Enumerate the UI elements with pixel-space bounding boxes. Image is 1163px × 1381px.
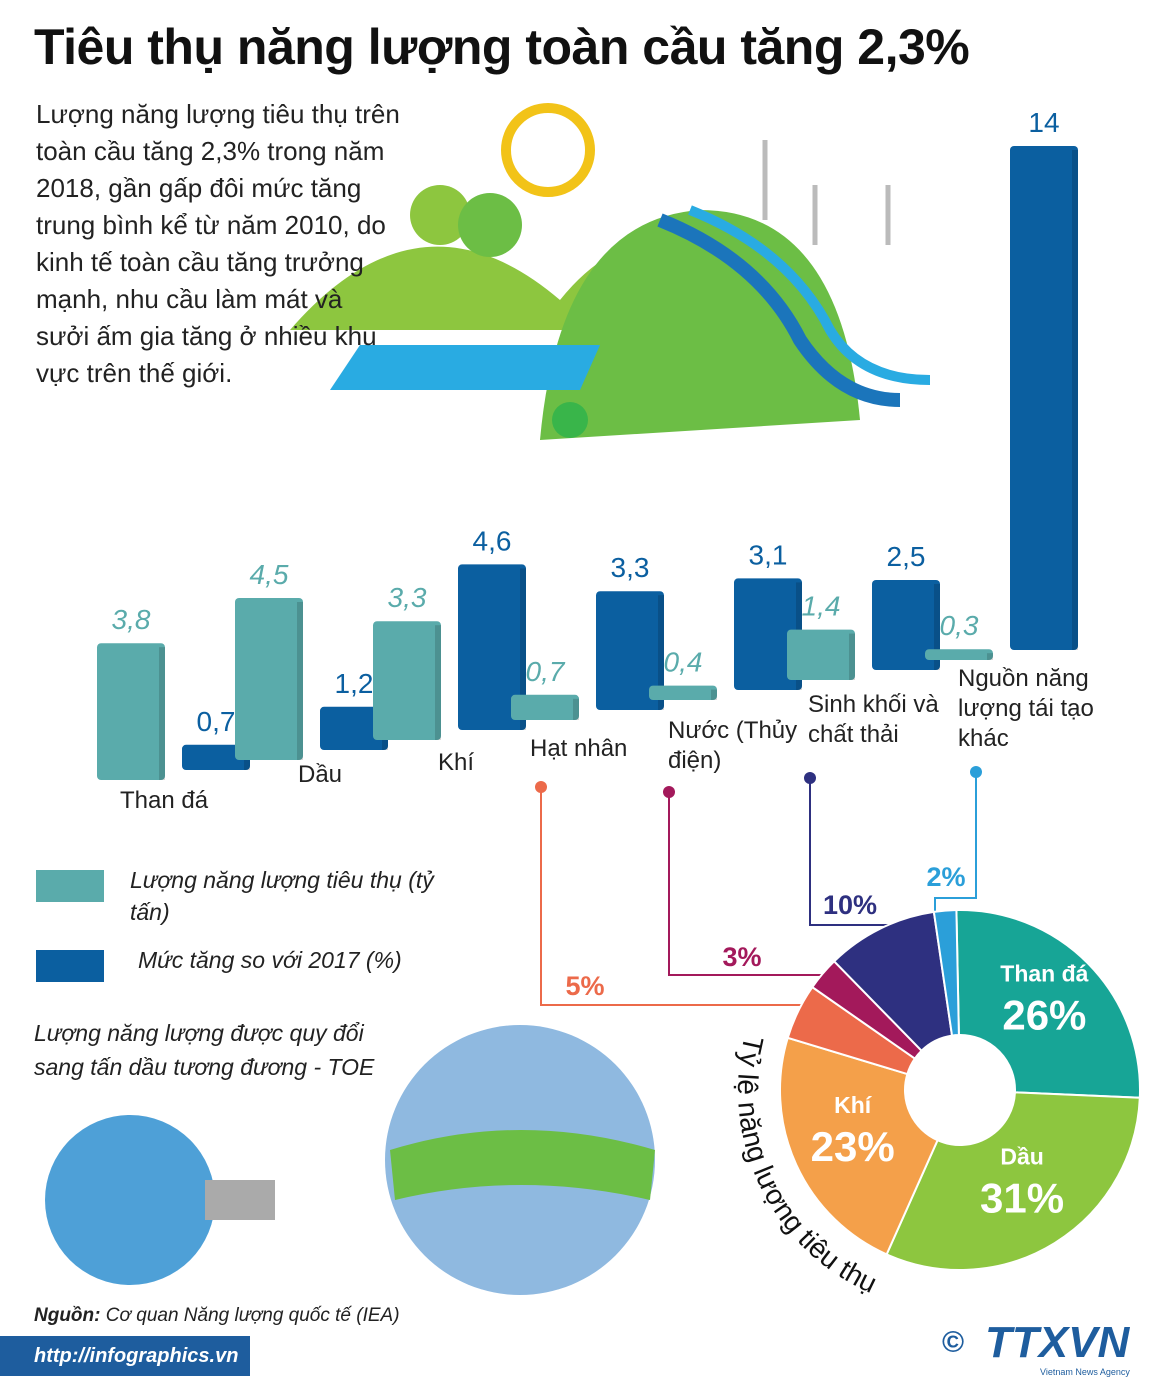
slice-value: 5% <box>565 971 604 1001</box>
connectors <box>535 766 982 1006</box>
value-label: 0,7 <box>526 656 566 687</box>
bar <box>235 598 303 760</box>
legend-label: Mức tăng so với 2017 (%) <box>138 947 402 973</box>
category-label: Nước (Thủy điện) <box>668 717 798 774</box>
bar-shade <box>711 689 717 700</box>
source-label: Nguồn: <box>34 1305 101 1326</box>
pie-slice <box>885 1091 1141 1271</box>
pie-slice <box>779 1036 939 1256</box>
slice-category: Than đá <box>1000 961 1088 987</box>
bar <box>320 706 388 750</box>
connector <box>540 787 830 1006</box>
bar-shade <box>435 625 441 740</box>
url: http://infographics.vn <box>34 1345 239 1367</box>
title: Tiêu thụ năng lượng toàn cầu tăng 2,3% <box>34 19 970 75</box>
connector <box>809 778 900 926</box>
connector-dot <box>970 766 982 778</box>
bar-shade <box>658 595 664 710</box>
value-label: 0,7 <box>197 706 236 737</box>
bar <box>734 578 802 690</box>
category-label: Nguồn năng lượng tái tạo khác <box>958 665 1094 752</box>
value-label: 3,1 <box>749 539 788 570</box>
bar <box>649 685 717 700</box>
bar <box>596 591 664 710</box>
slice-value: 26% <box>1002 992 1086 1039</box>
bulb <box>45 1115 215 1285</box>
category-label: Sinh khối và chất thải <box>808 691 939 748</box>
bar-shade <box>934 584 940 670</box>
value-label: 3,8 <box>112 604 151 635</box>
bar <box>458 564 526 730</box>
bar <box>511 694 579 720</box>
connector-dot <box>663 786 675 798</box>
slice-value: 2% <box>926 862 965 892</box>
value-label: 3,3 <box>611 552 650 583</box>
logo-subtitle: Vietnam News Agency <box>1040 1367 1130 1377</box>
bar-shade <box>1072 150 1078 650</box>
sun <box>501 103 595 197</box>
copyright: © <box>942 1326 964 1359</box>
bar-shade <box>297 602 303 760</box>
note: Lượng năng lượng được quy đổi sang tấn d… <box>34 1020 375 1080</box>
illustration <box>45 103 931 1295</box>
solar-panel <box>330 345 600 390</box>
river <box>688 205 931 385</box>
bar-shade <box>520 568 526 730</box>
legend-swatch <box>36 950 104 982</box>
bulb-base <box>205 1180 275 1220</box>
value-label: 0,3 <box>940 610 979 641</box>
bar-shade <box>987 653 993 660</box>
slice-value: 31% <box>980 1174 1064 1221</box>
bar <box>1010 146 1078 650</box>
source-text: Cơ quan Năng lượng quốc tế (IEA) <box>105 1305 400 1326</box>
value-label: 2,5 <box>887 541 926 572</box>
category-label: Hạt nhân <box>530 735 628 762</box>
legend-label: Lượng năng lượng tiêu thụ (tỷ tấn) <box>130 867 434 925</box>
category-label: Than đá <box>120 787 209 814</box>
slice-value: 3% <box>722 942 761 972</box>
pie-slice <box>832 910 954 1053</box>
slice-category: Khí <box>834 1092 873 1118</box>
value-label: 3,3 <box>388 582 427 613</box>
bar <box>787 629 855 680</box>
slice-value: 23% <box>811 1123 895 1170</box>
bar-shade <box>159 647 165 780</box>
logo: TTXVN <box>985 1318 1130 1367</box>
connector <box>668 792 838 976</box>
river <box>657 213 901 407</box>
connector-dot <box>535 781 547 793</box>
bar <box>182 744 250 770</box>
tree <box>410 185 470 245</box>
bar <box>925 649 993 660</box>
slice-value: 10% <box>823 890 877 920</box>
connector <box>934 772 977 918</box>
value-label: 0,4 <box>664 647 703 678</box>
bar <box>97 643 165 780</box>
value-label: 1,2 <box>335 668 374 699</box>
globe-land <box>390 1130 655 1200</box>
category-label: Khí <box>438 749 475 776</box>
pie-slice <box>932 909 960 1037</box>
value-label: 4,5 <box>250 559 289 590</box>
url-banner <box>0 1336 250 1376</box>
intro-text: Lượng năng lượng tiêu thụ trên toàn cầu … <box>36 99 400 388</box>
bar-shade <box>573 698 579 720</box>
bar-shade <box>849 633 855 680</box>
value-label: 4,6 <box>473 525 512 556</box>
value-label: 14 <box>1028 107 1059 138</box>
pie-slice <box>955 909 1141 1099</box>
legend-swatch <box>36 870 104 902</box>
category-label: Dầu <box>298 761 343 788</box>
bar <box>872 580 940 670</box>
source: Nguồn: Cơ quan Năng lượng quốc tế (IEA) <box>34 1305 400 1327</box>
slice-category: Dầu <box>1000 1143 1043 1169</box>
value-label: 1,4 <box>802 591 841 622</box>
bar <box>373 621 441 740</box>
bush <box>552 402 588 438</box>
tree <box>458 193 522 257</box>
connector-dot <box>804 772 816 784</box>
